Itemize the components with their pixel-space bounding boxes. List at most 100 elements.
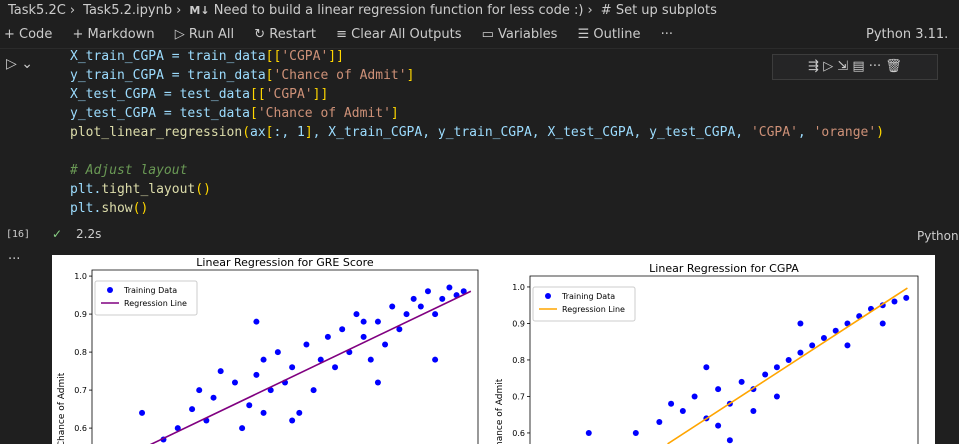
status-icon: ✓ <box>52 227 63 241</box>
legend-swatch <box>107 287 113 293</box>
figure: Linear Regression for GRE Score Chance of… <box>57 256 919 444</box>
data-point <box>632 429 639 436</box>
data-point <box>715 386 722 393</box>
data-point <box>903 294 910 301</box>
data-point <box>439 295 446 302</box>
crumb-icon: M↓ <box>189 4 210 17</box>
outline[interactable]: Outline <box>593 27 641 42</box>
output-menu[interactable]: ··· <box>8 252 21 267</box>
legend-label: Regression Line <box>562 305 625 314</box>
data-point <box>374 318 381 325</box>
variables[interactable]: Variables <box>498 27 558 42</box>
data-point <box>189 406 196 413</box>
data-point <box>396 326 403 333</box>
data-point <box>785 356 792 363</box>
data-point <box>360 333 367 340</box>
run-all[interactable]: Run All <box>188 27 235 42</box>
language: Python <box>917 229 959 243</box>
data-point <box>432 356 439 363</box>
data-point <box>656 419 663 425</box>
data-point <box>296 409 303 416</box>
clear-outputs[interactable]: Clear All Outputs <box>351 27 462 42</box>
data-point <box>339 326 346 333</box>
crumb[interactable]: Task5.2C <box>8 3 66 18</box>
y-tick-label: 0.8 <box>512 356 525 365</box>
code-line: plt.tight_layout() <box>70 182 211 197</box>
legend-label: Training Data <box>561 292 615 301</box>
data-point <box>324 333 331 340</box>
legend-label: Training Data <box>123 286 177 295</box>
data-point <box>446 284 453 291</box>
data-point <box>289 364 296 371</box>
legend-label: Regression Line <box>124 299 187 308</box>
data-point <box>382 341 389 348</box>
data-point <box>289 417 296 424</box>
y-tick-label: 1.0 <box>512 283 525 292</box>
y-tick-label: 0.9 <box>74 310 87 319</box>
y-tick-label: 0.8 <box>74 348 87 357</box>
data-point <box>726 437 733 444</box>
y-tick-label: 0.7 <box>512 392 525 401</box>
data-point <box>239 425 246 432</box>
data-point <box>260 409 267 416</box>
exec-count: [16] <box>6 229 31 240</box>
data-point <box>738 378 745 385</box>
y-tick-label: 1.0 <box>74 272 87 281</box>
code-line: X_test_CGPA = test_data[['CGPA']] <box>70 87 329 102</box>
chart-title: Linear Regression for GRE Score <box>196 256 374 269</box>
data-point <box>879 320 886 327</box>
data-point <box>762 371 769 378</box>
y-tick-label: 0.7 <box>74 386 87 395</box>
y-axis-label: Chance of Admit <box>495 378 505 444</box>
breadcrumb: Task5.2C › Task5.2.ipynb › M↓ Need to buil… <box>8 3 717 18</box>
add-markdown[interactable]: Markdown <box>87 27 155 42</box>
data-point <box>139 409 146 416</box>
data-point <box>585 429 592 436</box>
add-code[interactable]: Code <box>19 27 53 42</box>
crumb[interactable]: Need to build a linear regression functi… <box>213 3 584 18</box>
data-point <box>310 387 317 394</box>
legend-box <box>94 280 198 316</box>
regression-line <box>149 290 472 444</box>
data-point <box>410 295 417 302</box>
run-button[interactable]: ▷ ⌄ <box>6 56 33 72</box>
data-point <box>424 288 431 295</box>
data-point <box>715 422 722 429</box>
y-tick-label: 0.6 <box>512 429 525 438</box>
y-axis-label: Chance of Admit <box>57 372 67 444</box>
data-point <box>891 298 898 305</box>
data-point <box>750 408 757 415</box>
crumb[interactable]: Task5.2.ipynb <box>83 3 173 18</box>
data-point <box>679 408 686 415</box>
kernel[interactable]: Python 3.11. <box>866 27 949 42</box>
data-point <box>210 394 217 401</box>
data-point <box>253 371 260 378</box>
data-point <box>773 364 780 371</box>
duration: 2.2s <box>76 227 102 241</box>
y-tick-label: 0.6 <box>74 424 87 433</box>
data-point <box>460 288 467 295</box>
data-point <box>374 379 381 386</box>
code-line: y_train_CGPA = train_data['Chance of Adm… <box>70 68 415 83</box>
data-point <box>196 387 203 394</box>
data-point <box>417 303 424 310</box>
cell-toolbar[interactable]: ⇶ ▷ ⇲ ▤ ··· 🗑 <box>772 54 938 80</box>
restart[interactable]: Restart <box>269 27 316 42</box>
data-point <box>360 318 367 325</box>
data-point <box>332 364 339 371</box>
code-line: plt.show() <box>70 201 149 216</box>
data-point <box>246 402 253 409</box>
code-line: y_test_CGPA = test_data['Chance of Admit… <box>70 106 399 121</box>
data-point <box>353 311 360 318</box>
axes-frame <box>529 275 919 444</box>
data-point <box>217 368 224 375</box>
y-tick-label: 0.9 <box>512 319 525 328</box>
code-line: X_train_CGPA = train_data[['CGPA']] <box>70 49 344 64</box>
regression-line <box>667 287 908 444</box>
data-point <box>691 393 698 400</box>
data-point <box>844 320 851 327</box>
crumb[interactable]: # Set up subplots <box>600 3 717 18</box>
data-point <box>832 327 839 334</box>
data-point <box>809 342 816 349</box>
